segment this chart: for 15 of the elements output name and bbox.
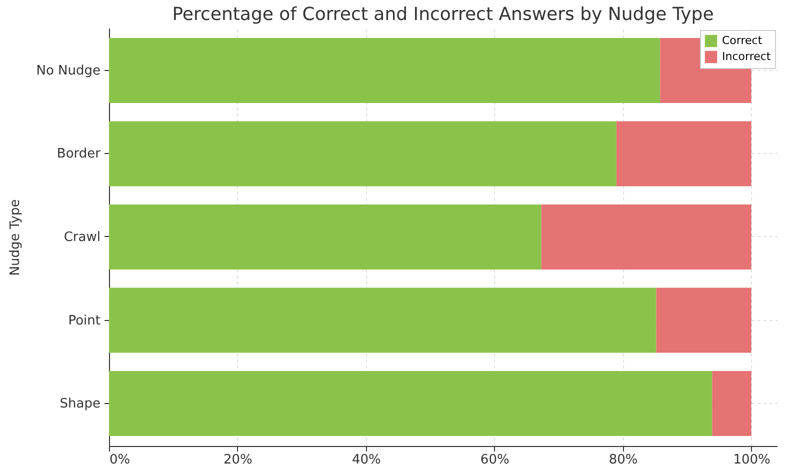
y-tick-label: Border (56, 146, 102, 162)
chart-title: Percentage of Correct and Incorrect Answers by Nudge Type (172, 4, 714, 25)
x-tick-label: 80% (608, 452, 638, 468)
legend-label: Correct (722, 34, 763, 47)
x-tick-label: 0% (110, 452, 130, 468)
x-tick-label: 100% (733, 452, 770, 468)
y-tick-label: Crawl (64, 230, 100, 245)
x-tick-label: 60% (480, 452, 510, 468)
y-axis-title: Nudge Type (8, 199, 24, 276)
legend-label: Incorrect (722, 50, 772, 63)
y-tick-label: Shape (60, 396, 100, 412)
y-tick-label: Point (68, 313, 100, 328)
x-tick-label: 20% (224, 452, 252, 468)
x-tick-label: 40% (352, 452, 381, 468)
y-tick-label: No Nudge (36, 63, 100, 78)
